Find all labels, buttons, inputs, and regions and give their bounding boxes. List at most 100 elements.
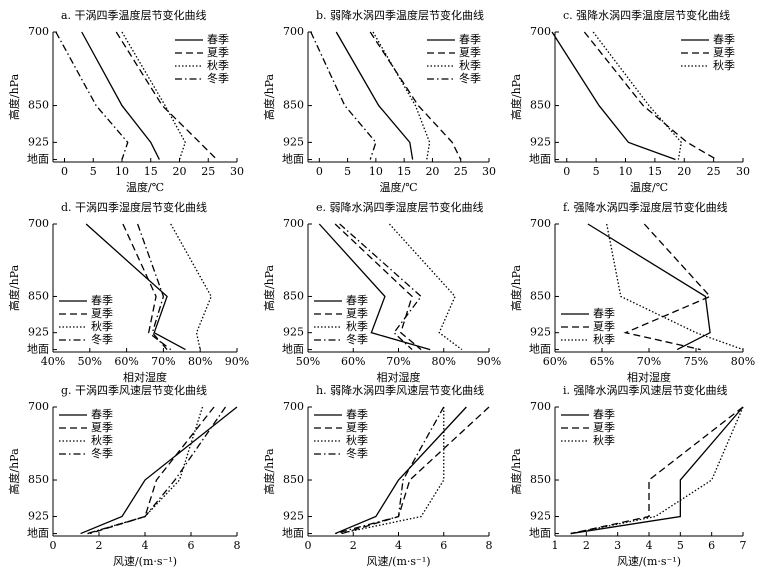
x-tick-label: 30 <box>230 165 244 178</box>
x-tick-label: 70% <box>151 355 175 368</box>
y-axis-label: 高度/hPa <box>262 73 276 120</box>
legend-label: 春季 <box>593 307 615 320</box>
x-tick-label: 8 <box>234 539 241 552</box>
series-line <box>570 406 744 535</box>
legend-label: 秋季 <box>459 58 481 72</box>
x-tick-label: 5 <box>593 165 600 178</box>
y-tick-label: 地面 <box>27 343 49 356</box>
legend-label: 冬季 <box>459 71 481 85</box>
y-tick-label: 地面 <box>27 153 49 166</box>
x-tick-label: 6 <box>708 539 715 552</box>
x-tick-label: 15 <box>648 165 662 178</box>
y-axis-label: 高度/hPa <box>7 264 21 311</box>
y-axis-label: 高度/hPa <box>262 448 276 495</box>
y-axis-label: 高度/hPa <box>509 448 523 495</box>
y-tick-label: 925 <box>28 326 49 339</box>
chart-title: i. 强降水涡四季风速层节变化曲线 <box>563 383 728 397</box>
series-line <box>80 406 238 535</box>
x-axis-label: 相对湿度 <box>627 370 671 384</box>
legend-label: 冬季 <box>346 332 368 346</box>
legend-label: 冬季 <box>91 332 113 346</box>
y-tick-label: 850 <box>283 473 304 486</box>
x-tick-label: 0 <box>305 539 312 552</box>
chart-title: f. 强降水涡四季湿度层节变化曲线 <box>563 200 728 214</box>
x-tick-label: 0 <box>316 165 323 178</box>
y-tick-label: 地面 <box>27 527 49 540</box>
x-tick-label: 40% <box>41 355 65 368</box>
legend-label: 春季 <box>346 408 368 421</box>
legend-label: 春季 <box>459 33 481 46</box>
legend-label: 冬季 <box>346 446 368 460</box>
series-line <box>170 223 212 350</box>
x-axis-label: 风速/(m·s⁻¹) <box>113 555 177 568</box>
series-line <box>87 406 204 535</box>
series-line <box>87 406 227 535</box>
legend-label: 冬季 <box>91 446 113 460</box>
x-tick-label: 3 <box>614 539 621 552</box>
y-tick-label: 700 <box>283 25 304 38</box>
series-line <box>334 406 445 535</box>
y-tick-label: 700 <box>530 217 551 230</box>
x-tick-label: 15 <box>144 165 158 178</box>
y-tick-label: 700 <box>28 217 49 230</box>
y-tick-label: 850 <box>530 289 551 302</box>
y-tick-label: 地面 <box>282 527 304 540</box>
series-line <box>122 223 172 351</box>
legend-label: 夏季 <box>459 46 481 59</box>
series-line <box>587 223 711 351</box>
series-line <box>335 31 414 160</box>
y-tick-label: 700 <box>530 25 551 38</box>
x-tick-label: 1 <box>552 539 559 552</box>
y-tick-label: 地面 <box>529 527 551 540</box>
series-line <box>592 31 683 160</box>
legend-label: 秋季 <box>207 58 229 72</box>
y-tick-label: 700 <box>283 217 304 230</box>
series-line <box>551 31 676 161</box>
y-tick-label: 850 <box>283 289 304 302</box>
x-axis-label: 风速/(m·s⁻¹) <box>366 555 430 568</box>
x-axis-label: 温度/℃ <box>379 180 417 194</box>
legend-label: 春季 <box>346 294 368 307</box>
x-tick-label: 70% <box>637 355 661 368</box>
x-tick-label: 0 <box>563 165 570 178</box>
x-tick-label: 65% <box>590 355 614 368</box>
legend-label: 秋季 <box>91 433 113 447</box>
series-line <box>55 31 129 160</box>
y-tick-label: 地面 <box>529 343 551 356</box>
y-tick-label: 925 <box>530 326 551 339</box>
legend-label: 秋季 <box>593 332 615 346</box>
x-axis-label: 相对湿度 <box>123 370 167 384</box>
x-tick-label: 5 <box>344 165 351 178</box>
series-line <box>81 31 160 160</box>
y-tick-label: 850 <box>28 473 49 486</box>
y-tick-label: 925 <box>283 326 304 339</box>
x-tick-label: 4 <box>395 539 402 552</box>
x-tick-label: 50% <box>78 355 102 368</box>
x-tick-label: 2 <box>583 539 590 552</box>
y-tick-label: 地面 <box>282 153 304 166</box>
y-tick-label: 850 <box>283 99 304 112</box>
x-tick-label: 25 <box>707 165 721 178</box>
x-tick-label: 75% <box>684 355 708 368</box>
x-tick-label: 5 <box>677 539 684 552</box>
y-axis-label: 高度/hPa <box>262 264 276 311</box>
x-tick-label: 6 <box>440 539 447 552</box>
y-tick-label: 700 <box>28 25 49 38</box>
x-tick-label: 4 <box>646 539 653 552</box>
y-tick-label: 850 <box>28 99 49 112</box>
x-axis-label: 风速/(m·s⁻¹) <box>617 555 681 568</box>
legend-label: 春季 <box>91 294 113 307</box>
y-tick-label: 地面 <box>529 153 551 166</box>
series-line <box>137 223 168 351</box>
chart-title: c. 强降水涡四季温度层节变化曲线 <box>563 8 730 22</box>
x-tick-label: 50% <box>296 355 320 368</box>
x-tick-label: 80% <box>731 355 755 368</box>
legend-label: 秋季 <box>91 319 113 333</box>
series-line <box>341 406 490 535</box>
series-line <box>606 223 744 351</box>
series-line <box>339 407 445 535</box>
series-line <box>334 223 422 351</box>
series-line <box>388 223 463 351</box>
legend-label: 夏季 <box>207 46 229 59</box>
x-tick-label: 2 <box>350 539 357 552</box>
